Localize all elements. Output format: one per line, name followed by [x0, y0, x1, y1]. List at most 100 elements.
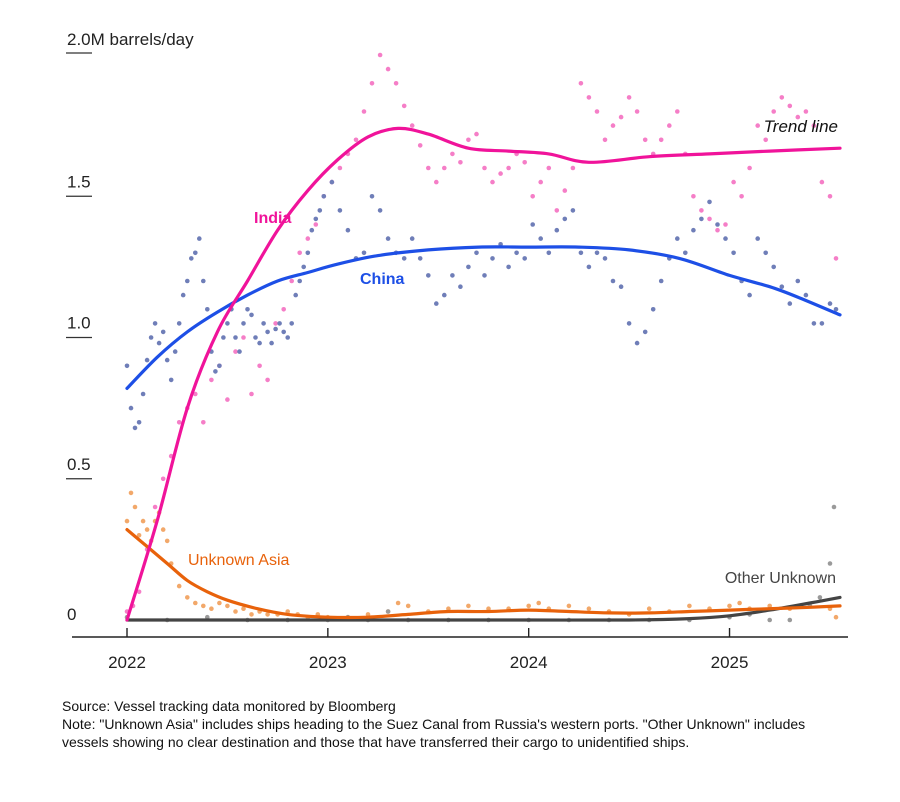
- china-point: [474, 250, 479, 256]
- india-point: [265, 377, 270, 383]
- china-point: [833, 307, 839, 312]
- x-tick-label: 2023: [309, 653, 347, 672]
- india-point: [771, 109, 776, 114]
- china-point: [642, 329, 648, 335]
- india-point: [707, 216, 712, 222]
- unknown-asia-point: [164, 538, 170, 544]
- unknown-asia-point: [536, 600, 541, 606]
- china-point: [602, 256, 608, 261]
- china-point: [257, 340, 262, 346]
- india-point: [779, 95, 785, 100]
- india-point: [249, 391, 254, 397]
- x-tick-label: 2025: [711, 653, 749, 672]
- india-point: [442, 165, 447, 171]
- china-point: [281, 329, 287, 335]
- china-point: [401, 256, 407, 261]
- unknown-asia-point: [526, 603, 531, 609]
- india-point: [634, 109, 640, 114]
- other-unknown-point: [827, 561, 833, 566]
- china-point: [245, 307, 250, 312]
- china-point: [514, 250, 519, 256]
- unknown-asia-point: [185, 595, 190, 600]
- y-axis: 2.0M barrels/day 0 0.5 1.0 1.5: [66, 30, 194, 624]
- india-point: [273, 321, 278, 326]
- india-point: [506, 165, 511, 171]
- india-point: [152, 504, 158, 510]
- china-point: [586, 264, 592, 270]
- india-point: [401, 103, 407, 109]
- india-point: [739, 194, 744, 199]
- india-point: [699, 208, 704, 213]
- china-point: [221, 335, 226, 340]
- china-point: [148, 335, 154, 340]
- other-unknown-series-label: Other Unknown: [725, 570, 836, 587]
- china-point: [225, 321, 230, 326]
- india-point: [795, 114, 801, 120]
- unknown-asia-point: [249, 612, 254, 617]
- china-point: [253, 335, 258, 340]
- india-point: [642, 137, 648, 143]
- india-point: [586, 95, 592, 100]
- india-point: [530, 194, 535, 199]
- india-point: [602, 137, 608, 143]
- china-point: [285, 335, 291, 340]
- china-point: [675, 236, 680, 241]
- india-point: [570, 165, 576, 171]
- india-point: [691, 194, 696, 199]
- india-point: [434, 179, 439, 185]
- india-point: [426, 165, 431, 171]
- india-point: [723, 222, 728, 227]
- india-point: [361, 109, 367, 114]
- india-point: [176, 420, 182, 425]
- unknown-asia-point: [646, 606, 652, 611]
- unknown-asia-point: [124, 518, 130, 524]
- unknown-asia-point: [727, 603, 732, 609]
- china-point: [385, 236, 391, 241]
- india-point: [498, 171, 503, 176]
- india-point: [522, 160, 527, 165]
- china-point: [140, 391, 146, 397]
- china-point: [803, 292, 809, 298]
- unknown-asia-point: [466, 603, 471, 609]
- china-point: [683, 250, 688, 256]
- china-point: [249, 312, 254, 318]
- other-unknown-point: [205, 614, 210, 620]
- unknown-asia-point: [566, 603, 572, 609]
- trend-lines: [125, 126, 842, 622]
- china-point: [168, 377, 174, 383]
- china-point: [273, 326, 278, 332]
- india-point: [747, 165, 752, 171]
- china-point: [329, 179, 335, 185]
- china-point: [241, 321, 246, 326]
- china-point: [136, 420, 142, 425]
- x-tick-label: 2024: [510, 653, 548, 672]
- china-point: [522, 256, 527, 261]
- china-point: [277, 321, 282, 326]
- china-point: [482, 273, 487, 278]
- unknown-asia-point: [586, 606, 592, 611]
- china-point: [377, 208, 383, 213]
- china-point: [707, 199, 712, 205]
- china-point: [213, 369, 218, 374]
- india-point: [393, 81, 399, 86]
- india-point: [369, 81, 375, 86]
- india-point: [377, 52, 383, 58]
- india-point: [409, 123, 415, 128]
- india-point: [715, 227, 720, 233]
- x-tick-label: 2022: [108, 653, 146, 672]
- india-point: [466, 137, 471, 143]
- china-point: [594, 250, 600, 256]
- india-point: [833, 256, 839, 261]
- china-point: [458, 284, 463, 290]
- china-point: [779, 284, 785, 290]
- china-point: [197, 236, 202, 241]
- india-series-label: India: [254, 210, 291, 227]
- china-point: [562, 216, 568, 222]
- china-point: [172, 349, 178, 354]
- china-point: [301, 264, 307, 270]
- methodology-note: Note: "Unknown Asia" includes ships head…: [62, 716, 806, 750]
- china-point: [237, 349, 242, 354]
- india-point: [667, 123, 672, 128]
- unknown-asia-point: [193, 600, 198, 606]
- india-point: [626, 95, 632, 100]
